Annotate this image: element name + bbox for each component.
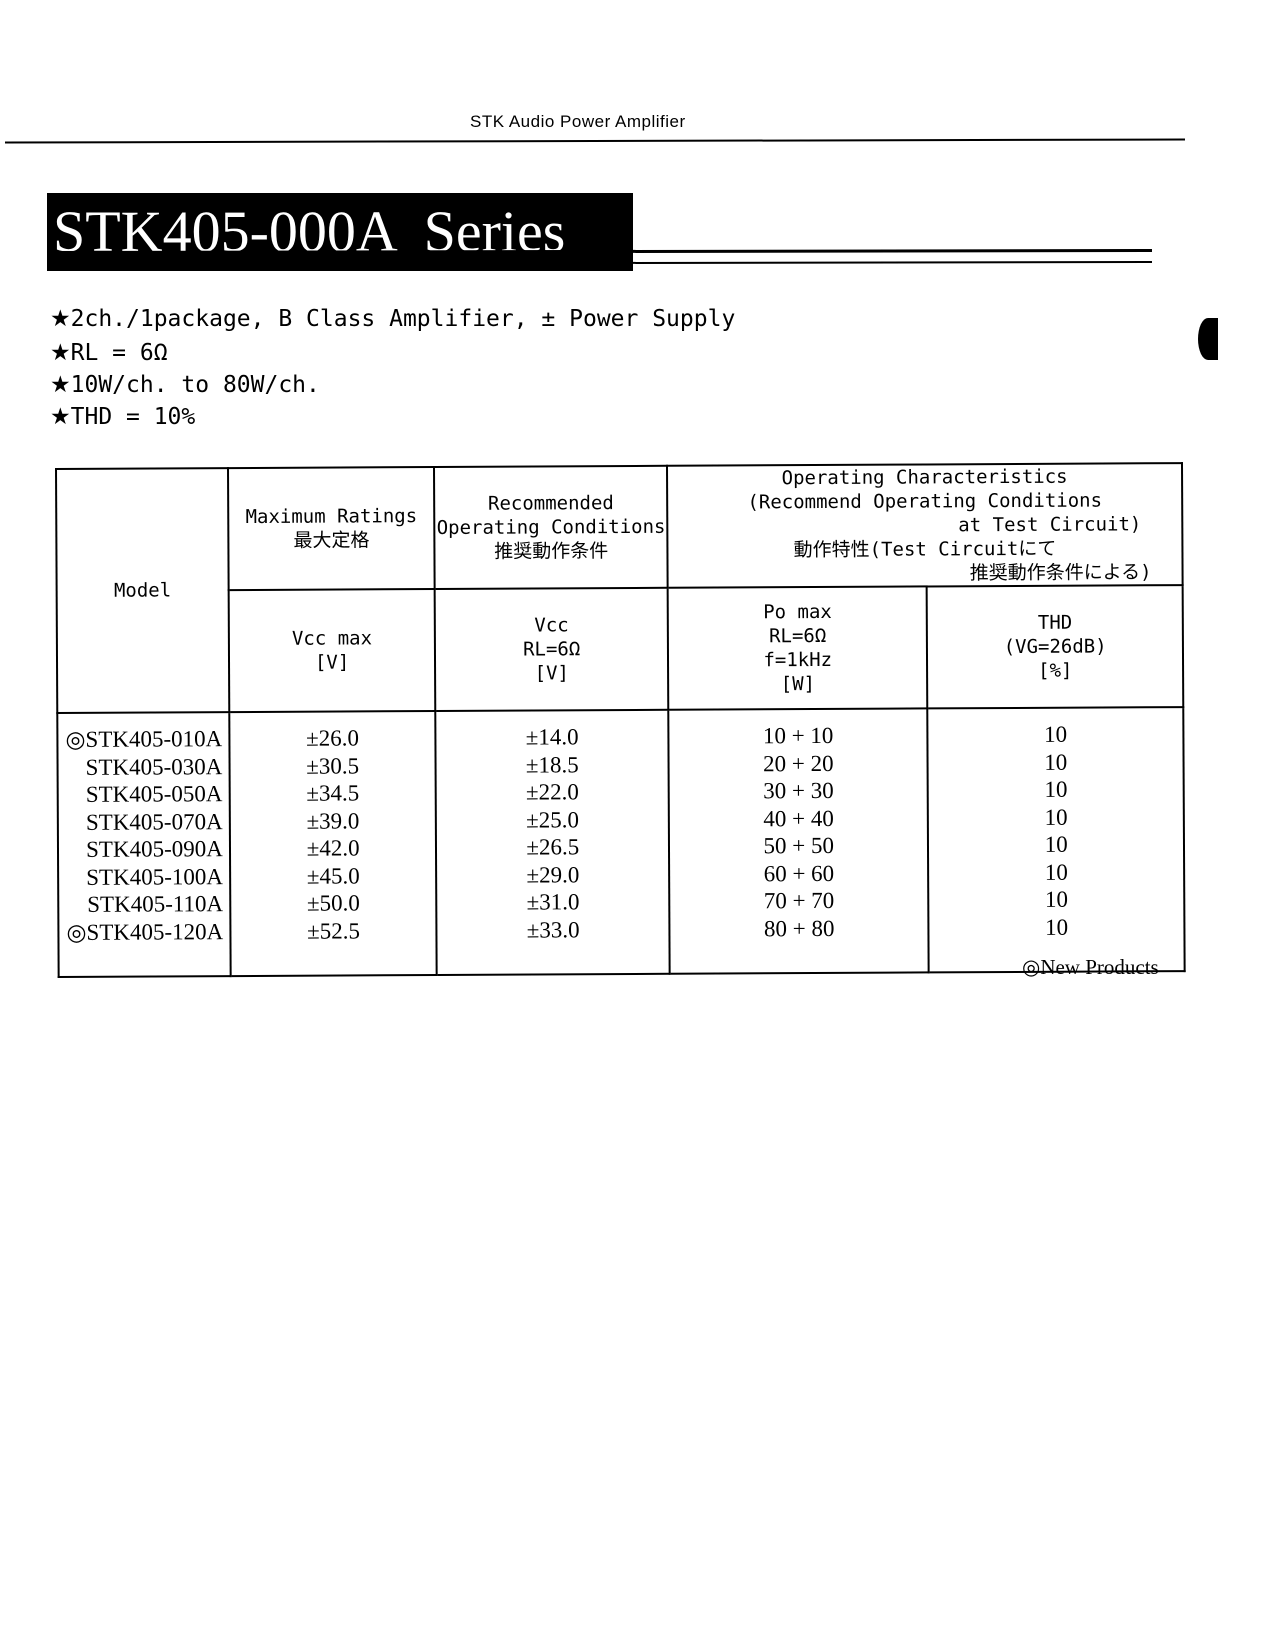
cell-thd: 10 <box>1044 776 1068 802</box>
feature-text: 2ch./1package, B Class Amplifier, ± Powe… <box>70 306 736 332</box>
cell-po: 40 + 40 <box>763 805 834 831</box>
header-thd: THD (VG=26dB) [%] <box>927 585 1184 709</box>
page-edge-mark <box>1198 318 1218 360</box>
star-icon: ★ <box>50 372 71 398</box>
cell-vcc-max: ±26.0 <box>306 725 360 751</box>
column-thd: 10 10 10 10 10 10 10 10 <box>927 707 1185 973</box>
cell-vcc-max: ±34.5 <box>306 780 360 806</box>
cell-po: 80 + 80 <box>763 915 835 941</box>
cell-vcc: ±14.0 <box>525 724 579 750</box>
cell-model: STK405-030A <box>85 753 223 780</box>
cell-po: 50 + 50 <box>763 832 835 859</box>
column-po: 10 + 10 20 + 20 30 + 30 40 + 40 50 + 50 60 + … <box>668 708 930 974</box>
cell-thd: 10 <box>1044 721 1068 747</box>
cell-vcc: ±25.0 <box>526 806 580 833</box>
cell-model: STK405-050A <box>85 781 223 807</box>
feature-item: ★RL = 6Ω <box>50 340 168 366</box>
feature-text: RL = 6Ω <box>70 340 168 366</box>
cell-vcc-max: ±30.5 <box>306 752 360 779</box>
feature-text: THD = 10% <box>70 404 196 430</box>
header-vcc: Vcc RL=6Ω [V] <box>435 587 669 712</box>
cell-vcc: ±29.0 <box>526 861 580 888</box>
column-vcc: ±14.0 ±18.5 ±22.0 ±25.0 ±26.5 ±29.0 ±31.0 ±33.0 <box>435 709 670 976</box>
cell-vcc: ±33.0 <box>526 916 580 943</box>
cell-vcc: ±22.0 <box>525 779 579 805</box>
cell-po: 60 + 60 <box>763 860 835 886</box>
cell-thd: 10 <box>1044 831 1068 857</box>
header-recommended: Recommended Operating Conditions 推奨動作条件 <box>434 465 668 590</box>
header-vcc-max: Vcc max [V] <box>228 589 436 713</box>
feature-item: ★THD = 10% <box>50 404 195 430</box>
cell-vcc-max: ±39.0 <box>306 807 360 834</box>
star-icon: ★ <box>50 404 71 430</box>
cell-thd: 10 <box>1044 859 1068 885</box>
cell-vcc-max: ±50.0 <box>306 890 360 916</box>
cell-model: STK405-090A <box>86 836 223 862</box>
footnote: ◎New Products <box>1022 955 1159 979</box>
column-vcc-max: ±26.0 ±30.5 ±34.5 ±39.0 ±42.0 ±45.0 ±50.0 ±52.5 <box>229 711 438 977</box>
header-model: Model <box>56 468 230 713</box>
cell-vcc-max: ±52.5 <box>307 917 361 944</box>
header-max-ratings: Maximum Ratings 最大定格 <box>227 467 436 591</box>
header-rule <box>4 138 1186 144</box>
cell-vcc: ±31.0 <box>526 889 580 915</box>
cell-po: 30 + 30 <box>763 777 834 804</box>
cell-thd: 10 <box>1044 804 1068 830</box>
cell-model: STK405-110A <box>87 891 224 917</box>
header-operating: Operating Characteristics (Recommend Ope… <box>667 463 1183 588</box>
cell-vcc-max: ±42.0 <box>306 835 360 861</box>
cell-vcc-max: ±45.0 <box>306 862 360 889</box>
running-header: STK Audio Power Amplifier <box>470 112 686 131</box>
star-icon: ★ <box>50 306 71 332</box>
cell-model: ◎STK405-120A <box>66 918 224 945</box>
cell-po: 10 + 10 <box>762 722 834 749</box>
spec-table: Model Maximum Ratings 最大定格 Recommended Ope… <box>55 462 1186 978</box>
cell-model: ◎STK405-010A <box>65 726 223 752</box>
cell-thd: 10 <box>1044 749 1068 775</box>
page-title: STK405-000A Series <box>47 193 633 271</box>
feature-text: 10W/ch. to 80W/ch. <box>70 372 320 398</box>
cell-model: STK405-070A <box>85 808 223 835</box>
cell-thd: 10 <box>1045 914 1069 940</box>
cell-po: 20 + 20 <box>763 750 834 776</box>
feature-item: ★2ch./1package, B Class Amplifier, ± Pow… <box>50 306 735 332</box>
cell-po: 70 + 70 <box>763 887 835 914</box>
star-icon: ★ <box>50 340 71 366</box>
cell-model: STK405-100A <box>86 863 224 890</box>
header-po-max: Po max RL=6Ω f=1kHz [W] <box>667 586 928 710</box>
cell-thd: 10 <box>1044 886 1069 912</box>
cell-vcc: ±18.5 <box>525 751 579 778</box>
feature-item: ★10W/ch. to 80W/ch. <box>50 372 320 398</box>
column-model: ◎STK405-010A STK405-030A STK405-050A STK405… <box>57 712 231 977</box>
cell-vcc: ±26.5 <box>526 834 580 860</box>
